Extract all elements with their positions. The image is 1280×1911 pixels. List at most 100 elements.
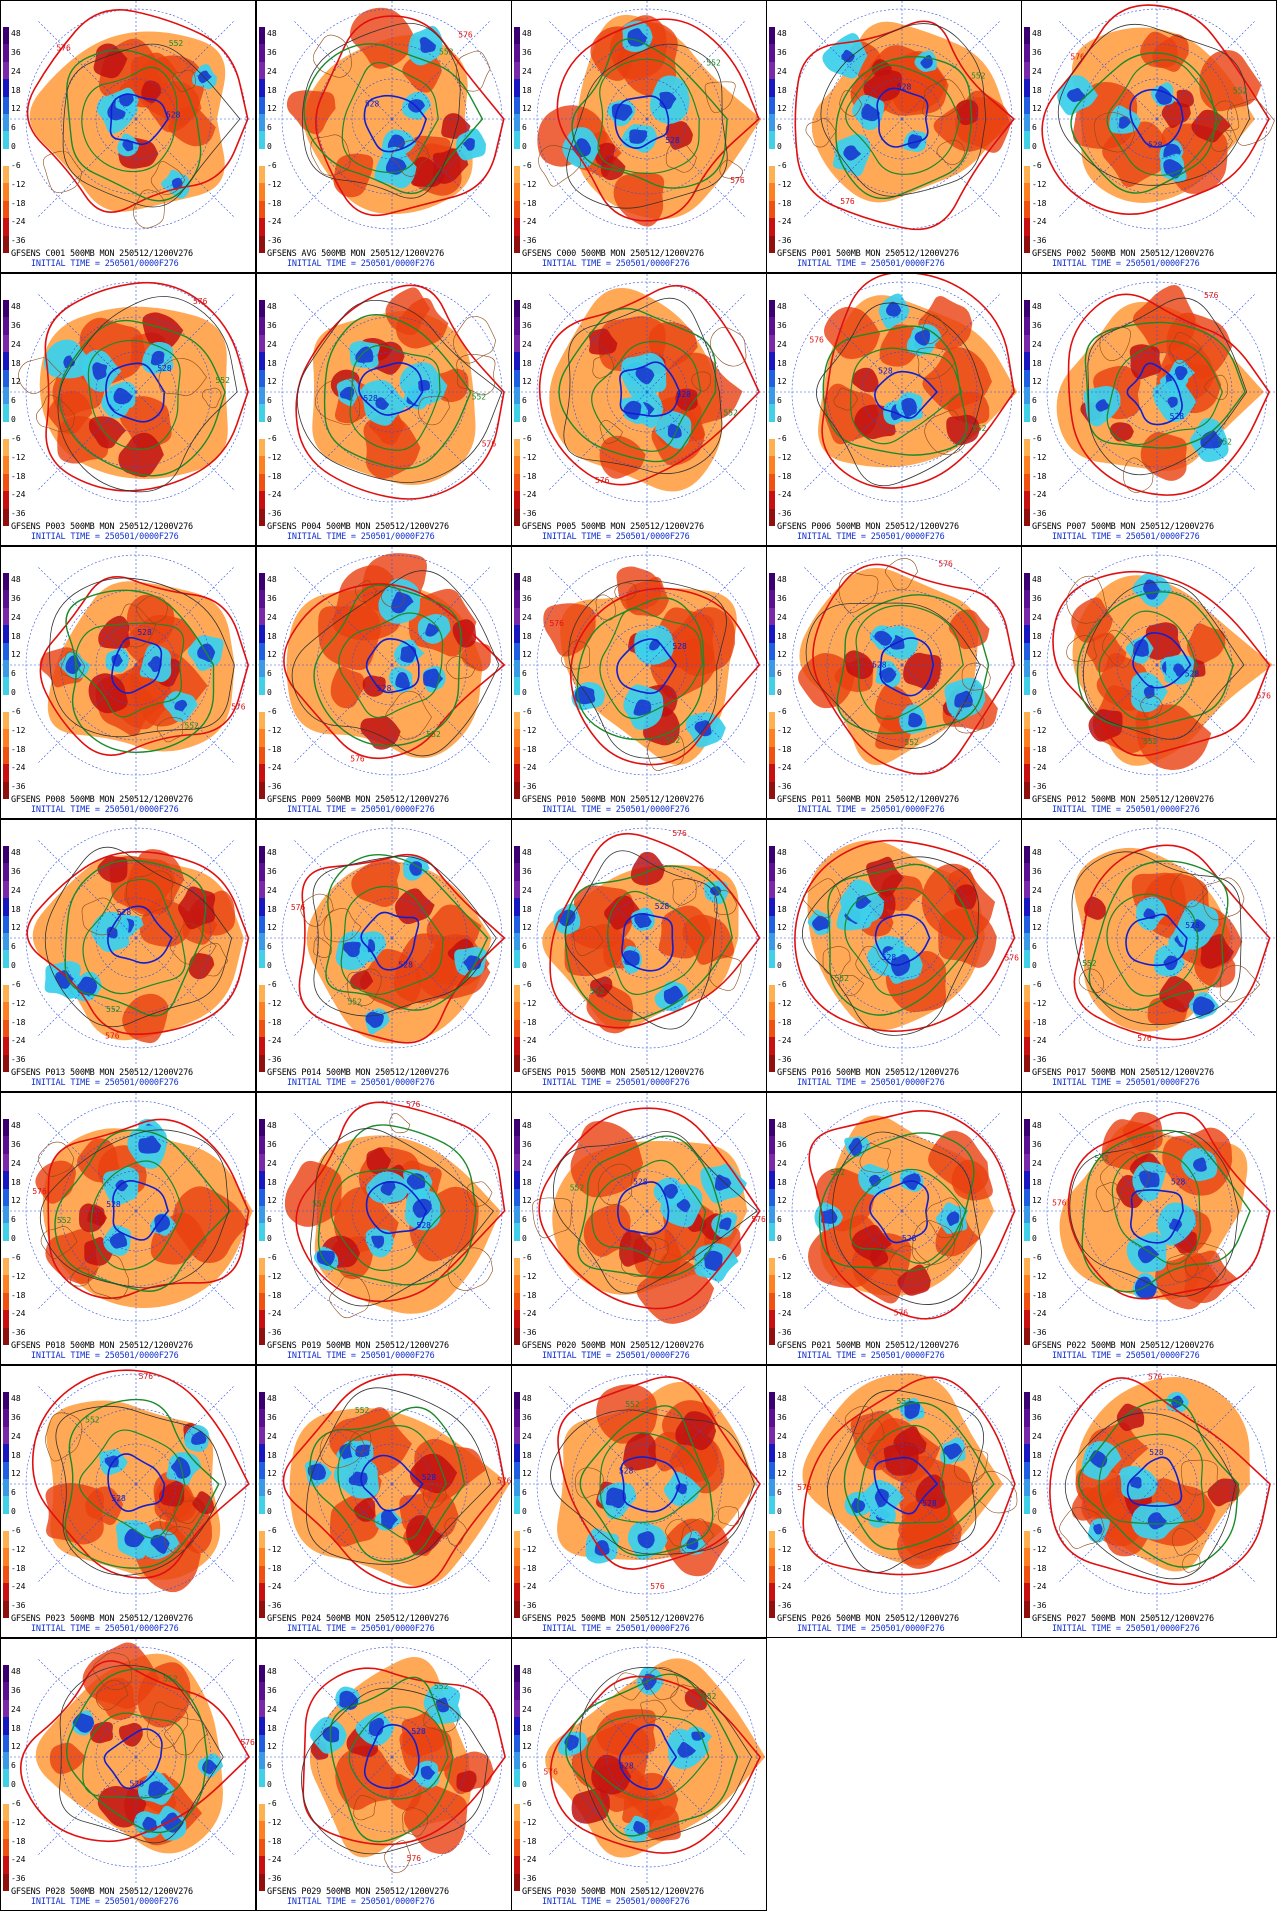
height-contour-540 — [607, 890, 705, 996]
coastline — [844, 1405, 873, 1434]
height-contour-552 — [1088, 860, 1229, 1011]
contour-label: 576 — [797, 1483, 812, 1492]
colorbar-tick-label: -18 — [522, 1836, 537, 1846]
colorbar-tick-label: -36 — [777, 1055, 792, 1065]
colorbar-segment — [769, 932, 775, 951]
coastline — [194, 942, 229, 977]
height-contour-576 — [282, 1373, 506, 1589]
colorbar-tick-label: 24 — [11, 1431, 21, 1441]
strong-negative-anomaly — [380, 1181, 396, 1196]
colorbar-tick-label: -24 — [777, 490, 792, 500]
colorbar-segment — [3, 352, 9, 370]
colorbar-segment — [3, 1002, 9, 1020]
colorbar-segment — [769, 729, 775, 747]
colorbar-tick-label: 18 — [1032, 1177, 1042, 1187]
latitude-circle — [60, 1408, 212, 1560]
ensemble-member-panel: 528 552 576 48 36 24 18 12 6 0 -6 -12 -18 -24 -36 GFSEN… — [1021, 0, 1277, 273]
height-contour-564 — [310, 1128, 495, 1307]
colorbar-segment — [259, 1275, 265, 1293]
colorbar-segment — [1024, 1019, 1030, 1038]
colorbar-segment — [769, 1392, 775, 1410]
strong-positive-anomaly — [946, 414, 980, 446]
colorbar-segment — [259, 421, 265, 439]
anomaly-colorbar — [514, 846, 520, 1072]
colorbar-segment — [1024, 729, 1030, 747]
height-contour-552 — [818, 1132, 975, 1272]
height-contour-564 — [802, 856, 980, 1036]
colorbar-tick-label: 12 — [267, 1469, 277, 1479]
anomaly-colorbar — [769, 573, 775, 799]
strong-positive-anomaly — [1129, 344, 1162, 380]
colorbar-segment — [1024, 781, 1030, 799]
colorbar-segment — [514, 1769, 520, 1787]
strong-negative-anomaly — [611, 103, 633, 121]
height-contour-552 — [564, 865, 734, 1022]
ensemble-member-panel: 528 552 576 48 36 24 18 12 6 0 -6 -12 -18 -24 -36 GFSEN… — [511, 546, 767, 819]
colorbar-segment — [1024, 300, 1030, 318]
colorbar-segment — [3, 317, 9, 335]
colorbar-tick-label: 0 — [777, 1507, 782, 1516]
colorbar-tick-label: 12 — [522, 1196, 532, 1206]
colorbar-tick-label: 0 — [777, 415, 782, 424]
coastline — [953, 1446, 989, 1483]
panel-title: GFSENS P006 500MB MON 250512/1200V276 — [777, 522, 959, 532]
strong-positive-anomaly — [591, 1754, 632, 1795]
colorbar-tick-label: 18 — [11, 631, 21, 641]
colorbar-tick-label: -24 — [1032, 1036, 1047, 1046]
colorbar-segment — [259, 1037, 265, 1055]
colorbar-segment — [514, 1444, 520, 1462]
height-contour-576 — [549, 1675, 762, 1854]
colorbar-tick-label: 48 — [11, 575, 21, 584]
meridian-line — [292, 292, 393, 393]
contour-label: 576 — [497, 1477, 512, 1486]
colorbar-segment — [514, 915, 520, 933]
height-contour-528 — [620, 1456, 681, 1513]
colorbar-ticks: 48 36 24 18 12 6 0 -6 -12 -18 -24 -36 — [522, 846, 542, 1072]
height-contour-528 — [618, 1724, 678, 1790]
colorbar-segment — [3, 1751, 9, 1770]
colorbar-tick-label: -18 — [267, 1290, 282, 1300]
colorbar-tick-label: -24 — [522, 1036, 537, 1046]
colorbar-segment — [769, 113, 775, 132]
strong-positive-anomaly — [1191, 109, 1232, 143]
contour-label: 528 — [137, 628, 152, 637]
contour-label: 552 — [723, 409, 738, 418]
colorbar-segment — [769, 712, 775, 730]
colorbar-tick-label: -6 — [777, 1525, 787, 1535]
colorbar-tick-label: 24 — [1032, 66, 1042, 76]
height-contour-540 — [1098, 610, 1198, 721]
colorbar-segment — [259, 352, 265, 370]
colorbar-segment — [259, 967, 265, 985]
panel-title: GFSENS P005 500MB MON 250512/1200V276 — [522, 522, 704, 532]
colorbar-tick-label: 48 — [522, 1121, 532, 1130]
colorbar-ticks: 48 36 24 18 12 6 0 -6 -12 -18 -24 -36 — [777, 1119, 797, 1345]
colorbar-segment — [3, 967, 9, 985]
contour-label: 528 — [129, 1779, 144, 1788]
strong-negative-anomaly — [198, 70, 212, 84]
panel-title: GFSENS P023 500MB MON 250512/1200V276 — [11, 1614, 193, 1624]
colorbar-tick-label: 0 — [11, 961, 16, 970]
colorbar-tick-label: -12 — [522, 1817, 537, 1827]
strong-negative-anomaly — [150, 350, 165, 366]
colorbar-segment — [1024, 659, 1030, 678]
ensemble-member-panel: 528 552 576 48 36 24 18 12 6 0 -6 -12 -18 -24 -36 GFSEN… — [766, 0, 1022, 273]
height-contour-576 — [1052, 570, 1271, 757]
height-contour-576 — [1067, 293, 1271, 496]
coastline — [861, 1418, 885, 1445]
colorbar-ticks: 48 36 24 18 12 6 0 -6 -12 -18 -24 -36 — [267, 27, 287, 253]
colorbar-segment — [514, 1751, 520, 1770]
colorbar-segment — [259, 61, 265, 80]
colorbar-tick-label: -18 — [522, 1290, 537, 1300]
colorbar-tick-label: 24 — [11, 612, 21, 622]
height-contour-528 — [1129, 88, 1184, 148]
colorbar-segment — [769, 1583, 775, 1601]
coastline — [1100, 1151, 1151, 1200]
height-contour-528 — [619, 361, 681, 417]
strong-positive-anomaly — [142, 312, 184, 351]
colorbar-segment — [1024, 1292, 1030, 1311]
colorbar-tick-label: -12 — [11, 1271, 26, 1281]
colorbar-tick-label: 0 — [777, 688, 782, 697]
colorbar-segment — [514, 456, 520, 474]
colorbar-tick-label: 12 — [1032, 377, 1042, 387]
coastline — [597, 1163, 633, 1206]
